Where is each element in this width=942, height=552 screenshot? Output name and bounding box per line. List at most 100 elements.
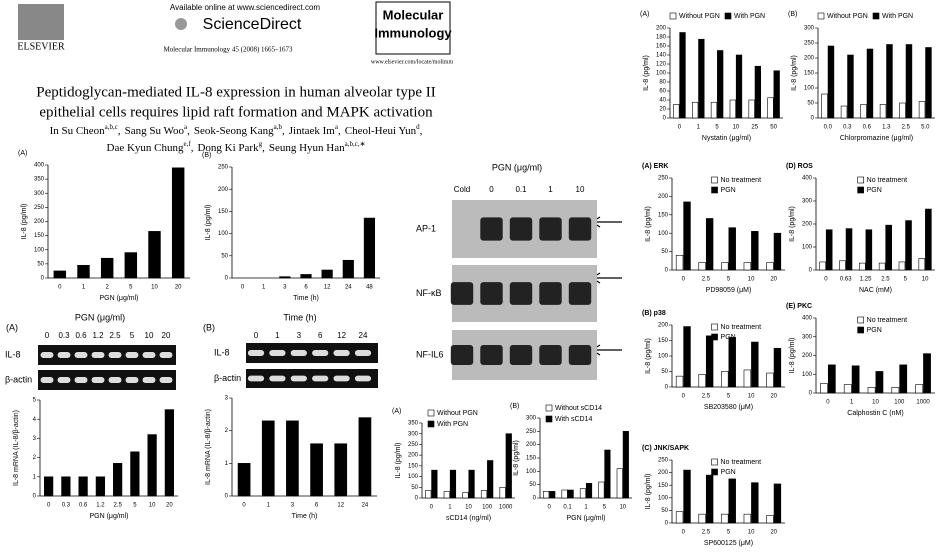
- legend-label: PGN: [867, 327, 882, 334]
- gel-band: [142, 352, 156, 358]
- gel-band: [290, 375, 307, 382]
- x-tick-label: 2: [105, 285, 109, 291]
- bar: [885, 224, 892, 271]
- x-tick-label: 0.0: [824, 125, 833, 131]
- gel-band: [568, 217, 592, 241]
- bar: [148, 231, 161, 279]
- y-tick-label: 50: [529, 482, 536, 488]
- lane-label: 3: [297, 331, 302, 340]
- bar: [310, 443, 323, 497]
- y-tick-label: 150: [658, 483, 669, 489]
- author-separator: ,: [187, 125, 190, 137]
- panel-label: (B): [788, 11, 797, 18]
- bar: [164, 409, 174, 497]
- x-tick-label: 1: [850, 400, 854, 406]
- bar: [923, 353, 931, 394]
- x-tick-label: 1: [697, 125, 701, 131]
- x-tick-label: 50: [770, 125, 777, 131]
- bar: [905, 44, 913, 119]
- x-axis-label: SB203580 (μM): [704, 404, 753, 411]
- blot-row-label: IL-8: [214, 347, 230, 357]
- y-tick-label: 5: [33, 398, 37, 404]
- author-line: Dae Kyun Chunge,f, Dong Ki Parkg, Seung Hy…: [107, 140, 366, 154]
- y-tick-label: 100: [526, 469, 537, 475]
- y-tick-label: 4: [33, 417, 37, 423]
- lane-label: 12: [337, 331, 346, 340]
- blot-title: Time (h): [283, 312, 316, 322]
- x-tick-label: 1000: [499, 505, 513, 511]
- y-tick-label: 200: [658, 323, 669, 329]
- x-axis-label: Time (h): [292, 513, 318, 520]
- y-tick-label: 300: [526, 416, 537, 422]
- blot-row-label: NF-IL6: [416, 349, 444, 359]
- x-tick-label: 0: [682, 277, 686, 283]
- legend-label: With PGN: [734, 13, 765, 20]
- bar: [773, 483, 782, 524]
- bar: [124, 252, 138, 279]
- x-tick-label: 0: [682, 394, 686, 400]
- bar: [847, 54, 854, 119]
- y-tick-label: 0: [809, 391, 813, 397]
- bar: [875, 371, 884, 394]
- x-axis-label: sCD14 (ng/ml): [446, 515, 491, 522]
- author-separator: ,: [420, 125, 423, 137]
- x-axis-label: Chlorpromazine (μg/ml): [840, 135, 913, 142]
- gel-band: [312, 350, 329, 356]
- gel: [38, 370, 176, 390]
- author-name: Seok-Seong Kang: [194, 125, 274, 137]
- panel-label: (B): [202, 152, 211, 159]
- paper-title: Peptidoglycan-mediated IL-8 expression i…: [36, 84, 435, 100]
- bar: [300, 274, 312, 279]
- y-tick-label: 350: [408, 421, 419, 427]
- bar: [499, 486, 506, 499]
- y-tick-label: 0: [663, 116, 667, 122]
- x-tick-label: 10: [922, 277, 929, 283]
- bar: [891, 387, 900, 394]
- y-tick-label: 150: [34, 233, 45, 239]
- y-axis-label: IL-8 (pg/ml): [395, 443, 402, 479]
- y-tick-label: 3: [33, 436, 37, 442]
- x-tick-label: 2.5: [113, 503, 122, 509]
- y-tick-label: 400: [802, 176, 813, 182]
- y-tick-label: 50: [807, 101, 814, 107]
- x-tick-label: 5.0: [921, 125, 930, 131]
- gel-band: [568, 282, 592, 305]
- y-axis-label: IL-8 mRNA (IL-8/β-actin): [13, 410, 20, 486]
- gel-band: [354, 350, 372, 356]
- bar: [705, 335, 714, 388]
- x-tick-label: 10: [748, 530, 755, 536]
- x-tick-label: 0.6: [79, 503, 88, 509]
- bar: [754, 65, 761, 119]
- y-tick-label: 120: [656, 62, 667, 68]
- y-tick-label: 100: [802, 372, 813, 378]
- x-tick-label: 0: [58, 285, 62, 291]
- bar: [773, 232, 782, 271]
- x-tick-label: 48: [366, 285, 373, 291]
- gel-band: [480, 282, 503, 305]
- sciencedirect: ScienceDirect: [203, 16, 302, 33]
- x-tick-label: 20: [770, 394, 777, 400]
- x-tick-label: 20: [166, 503, 173, 509]
- y-tick-label: 180: [656, 35, 667, 41]
- y-tick-label: 200: [658, 194, 669, 200]
- x-tick-label: 5: [727, 394, 731, 400]
- panel-label: (C) JNK/SAPK: [642, 445, 689, 452]
- y-tick-label: 250: [34, 205, 45, 211]
- bar: [743, 513, 752, 524]
- panel-label: (B): [510, 403, 519, 410]
- y-tick-label: 100: [656, 71, 667, 77]
- x-tick-label: 1: [584, 505, 588, 511]
- y-tick-label: 200: [802, 222, 813, 228]
- legend-swatch: [545, 415, 553, 423]
- legend-swatch: [711, 458, 718, 466]
- bar: [585, 483, 593, 499]
- journal-logo: [375, 1, 451, 55]
- bar: [171, 167, 185, 279]
- y-tick-label: 0: [415, 496, 419, 502]
- x-tick-label: 1: [82, 285, 86, 291]
- y-tick-label: 80: [659, 80, 666, 86]
- lane-label: 0.6: [75, 331, 87, 340]
- x-tick-label: 12: [337, 503, 344, 509]
- y-tick-label: 200: [408, 453, 419, 459]
- x-tick-label: 0: [242, 503, 246, 509]
